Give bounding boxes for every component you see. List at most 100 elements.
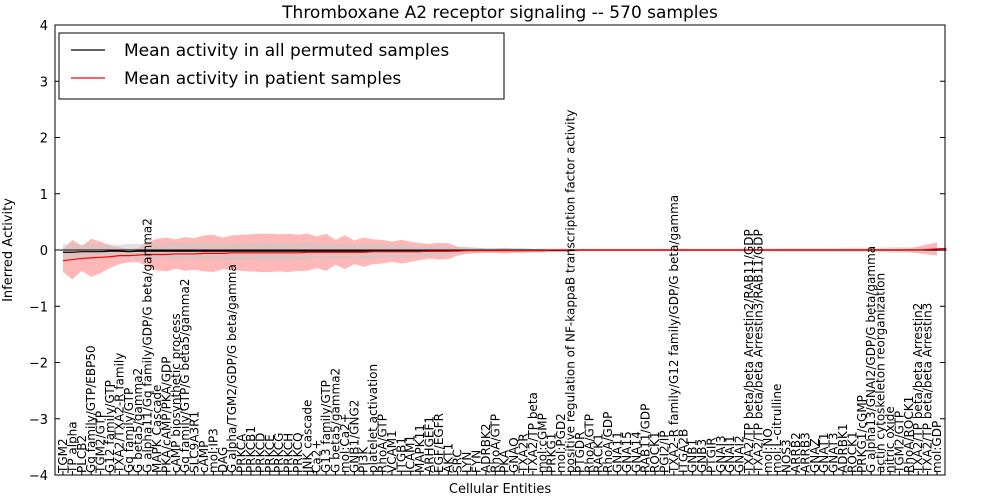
x-tick-label: NOS3 [780, 439, 794, 473]
x-tick-label: PTGIR [704, 437, 718, 473]
chart-title: Thromboxane A2 receptor signaling -- 570… [281, 3, 718, 23]
x-tick-label: ITGA2B [676, 429, 690, 473]
legend-label-patient: Mean activity in patient samples [124, 69, 401, 89]
x-tick-label: actin cytoskeleton reorganization [874, 273, 888, 473]
x-tick-label: positive regulation of NF-kappaB transcr… [563, 110, 577, 473]
series-lines [62, 247, 947, 262]
x-tick-label: SRC [451, 449, 465, 473]
y-axis-label: Inferred Activity [1, 198, 16, 302]
legend-label-permuted: Mean activity in all permuted samples [124, 41, 449, 61]
x-tick-label: PRKG1 [545, 433, 559, 473]
x-tick-label: PKA [498, 449, 512, 473]
y-axis: −4 −3 −2 −1 0 1 2 3 4 [29, 19, 945, 484]
x-tick-label: RhoA/GTP [582, 414, 596, 473]
y-tick-label: 2 [40, 132, 48, 147]
x-tick-label: Ca2+ [310, 440, 324, 473]
x-tick-label: AKT1 [441, 443, 455, 473]
x-tick-label: TGM2/GTP [892, 411, 906, 474]
x-tick-label: GNB3 [695, 439, 709, 473]
x-tick-label: mol:IP3 [206, 428, 220, 473]
x-tick-label: ICAM1 [404, 435, 418, 473]
x-tick-label: cAMP biosynthetic process [169, 313, 183, 473]
x-tick-label: mol:L-citrulline [770, 384, 784, 473]
y-tick-label: −3 [29, 413, 48, 428]
x-tick-label: PRKCQ [291, 432, 305, 473]
x-tick-label: G13 family/GTP [319, 380, 333, 473]
line-patient-mean [62, 247, 947, 262]
x-tick-label: PRKCA [235, 433, 249, 473]
x-tick-label: Gq family/GTP [122, 388, 136, 473]
x-tick-label: ADRBK1 [836, 423, 850, 473]
x-tick-label: ROCK1 [648, 431, 662, 473]
x-tick-label: ARRB3 [798, 432, 812, 473]
y-tick-label: −1 [29, 300, 48, 315]
x-tick-label: FYN [470, 450, 484, 473]
x-tick-label: ADRBK2 [479, 423, 493, 473]
y-tick-label: 3 [40, 75, 48, 90]
x-tick-label: ARHGEF1 [423, 416, 437, 473]
x-tick-label: Gq family/GTP/G beta5/gamma2 [178, 279, 192, 473]
x-tick-label: mol:PGD2 [554, 413, 568, 473]
x-tick-label: ITGB1 [394, 437, 408, 473]
x-axis-label: Cellular Entities [449, 482, 551, 497]
x-tick-label: ROCK1 [845, 431, 859, 473]
x-tick-label: Gq family/GTP/EBP50 [84, 345, 98, 473]
x-tick-label: GNAZ [808, 438, 822, 473]
x-tick-label: cAMP [197, 441, 211, 473]
x-tick-label: TXA2-R family/G12 family/GDP/G beta/gamm… [667, 195, 681, 474]
x-tick-label: GNAQ [507, 437, 521, 473]
y-tick-label: −4 [29, 469, 48, 484]
x-tick-label: TXA2/TP beta/beta Arrestin2/RAB11/GDP [742, 229, 756, 474]
x-tick-label: mol:cGMP [535, 413, 549, 473]
x-tick-label: SLC9A3R1 [188, 411, 202, 473]
x-tick-label: GNAI3 [714, 435, 728, 473]
x-tick-label: EGF/EGFR [432, 413, 446, 473]
x-tick-label: TXA2/TP beta [526, 392, 540, 474]
x-tick-label: ARRB2 [789, 432, 803, 473]
x-tick-label: RhoA/ROCK1 [902, 396, 916, 473]
x-tick-label: G alpha/TGM2/GDP/G beta/gamma [225, 264, 239, 473]
legend-box [58, 32, 505, 100]
x-tick-label: TXA2/TP beta/beta Arrestin3 [921, 303, 935, 474]
x-tick-label: DAG [216, 447, 230, 473]
x-tick-label: PI3K [357, 446, 371, 473]
y-tick-label: −2 [29, 357, 48, 372]
x-tick-label: PRKCD [253, 433, 267, 473]
legend: Mean activity in all permuted samples Me… [58, 32, 505, 100]
x-tick-label: GNAI2 [733, 435, 747, 473]
x-tick-label: G12 family/GTP [103, 380, 117, 473]
series-bands [63, 233, 937, 280]
x-tick-label: G alpha11/Gq family/GDP/G beta/gamma2 [141, 218, 155, 473]
x-tick-label: MAPK11 [413, 424, 427, 473]
x-tick-label: mol:GDP [930, 421, 944, 473]
x-tick-label: RhoA/GTP [488, 414, 502, 473]
x-tick-label: VCAM1 [385, 430, 399, 473]
x-axis-ticks [62, 471, 938, 475]
x-tick-label: GNA11 [610, 431, 624, 473]
x-tick-label: nitric oxide [883, 406, 897, 473]
x-tick-label: TP alpha [65, 421, 79, 474]
x-tick-label: TXA2/TP beta/beta Arrestin3/RAB11/GDP [751, 229, 765, 474]
x-tick-label: RhoA/GDP [601, 412, 615, 473]
x-tick-label: TGM2 [56, 438, 70, 474]
x-tick-label: PRKCB1 [244, 426, 258, 473]
x-tick-label: GNA15 [620, 431, 634, 473]
x-tick-label: JNK cascade [300, 400, 314, 474]
x-tick-label: G beta5/gamma2 [131, 368, 145, 473]
x-tick-label: LYN [460, 452, 474, 473]
x-tick-label: GNB1 [686, 439, 700, 473]
x-tick-label: MAPK Cascade [150, 385, 164, 473]
x-tick-label: RAB11/GDP [639, 404, 653, 473]
x-tick-label: G beta5/gamma2 [329, 368, 343, 473]
y-tick-label: 0 [40, 244, 48, 259]
x-tick-label: TXA2/TP beta/beta Arrestin2 [911, 303, 925, 474]
x-tick-label: PRKCE [263, 434, 277, 473]
x-tick-label: GNB1/GNG2 [347, 400, 361, 473]
x-tick-label: PGI2/IP [657, 430, 671, 473]
x-tick-label: G alpha13/GNAI2/GDP/G beta/gamma [864, 246, 878, 473]
x-tick-label: GNA14 [629, 431, 643, 473]
x-tick-label: TXA2R [516, 433, 530, 474]
x-tick-label: GNAT3 [827, 432, 841, 473]
x-tick-label: PRKG1/cGMP [855, 395, 869, 473]
